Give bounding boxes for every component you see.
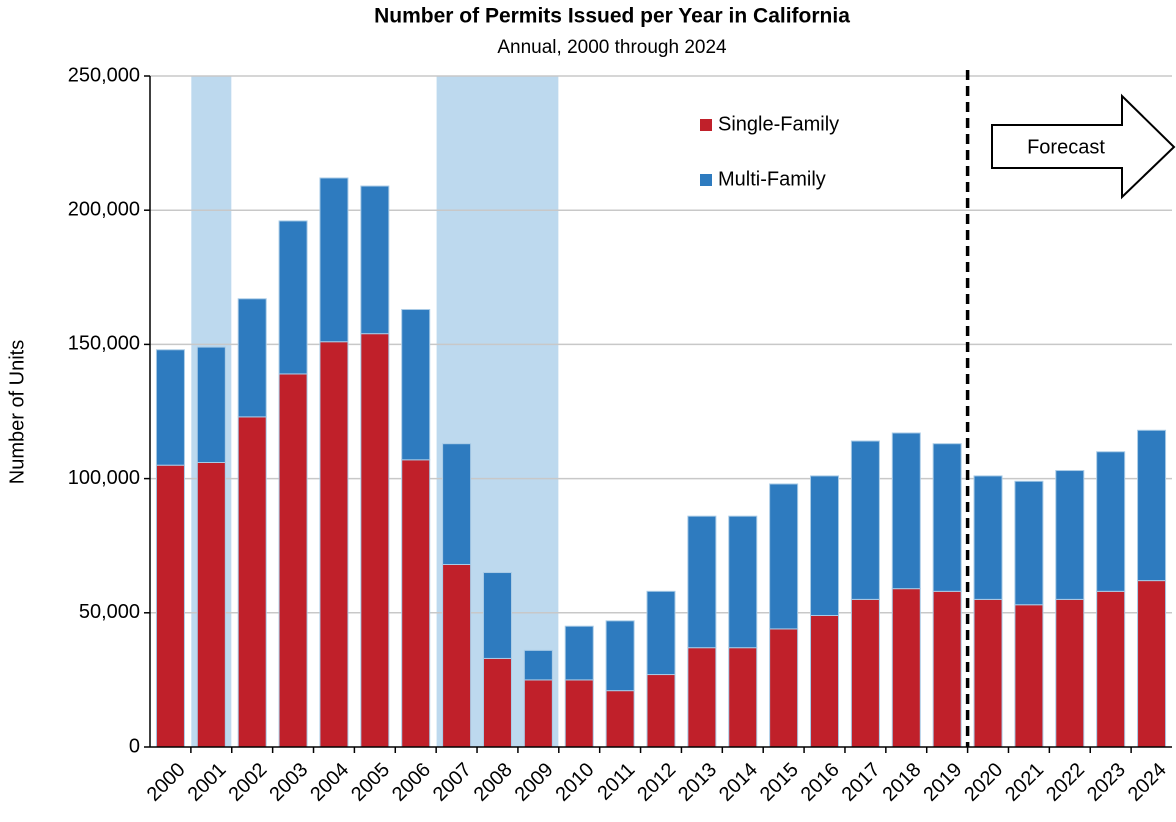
bar-segment <box>1137 429 1167 582</box>
forecast-label: Forecast <box>1027 136 1105 158</box>
bar-segment <box>687 647 717 748</box>
bar-segment <box>932 443 962 592</box>
bar-segment <box>810 614 840 748</box>
bar-segment <box>1055 598 1085 748</box>
y-tick-label: 150,000 <box>68 333 140 355</box>
x-tick-label: 2015 <box>756 759 803 806</box>
bar-segment <box>850 598 880 748</box>
bar-segment <box>973 475 1003 600</box>
bar-segment <box>237 416 267 748</box>
bar-segment <box>319 341 349 748</box>
x-tick-label: 2005 <box>347 759 394 806</box>
x-tick-label: 2001 <box>184 759 231 806</box>
bar-segment <box>810 475 840 616</box>
bar-segment <box>646 590 676 676</box>
bar-segment <box>973 598 1003 748</box>
bar-segment <box>1014 480 1044 606</box>
x-tick-label: 2012 <box>633 759 680 806</box>
bar-segment <box>687 515 717 649</box>
chart-subtitle: Annual, 2000 through 2024 <box>497 37 727 58</box>
bar-segment <box>237 298 267 418</box>
bar-segment <box>360 185 390 335</box>
bar-layer <box>155 177 1167 748</box>
bar-segment <box>155 349 185 466</box>
x-tick-label: 2002 <box>224 759 271 806</box>
bar-segment <box>728 647 758 748</box>
legend-swatch <box>700 174 712 186</box>
y-tick-label: 0 <box>129 735 140 757</box>
x-tick-label: 2014 <box>715 759 762 806</box>
chart-title: Number of Permits Issued per Year in Cal… <box>374 5 850 28</box>
bar-segment <box>605 620 635 692</box>
x-tick-label: 2004 <box>306 759 353 806</box>
x-tick-label: 2013 <box>674 759 721 806</box>
bar-segment <box>401 309 431 461</box>
bar-segment <box>1014 604 1044 748</box>
bar-segment <box>1137 580 1167 748</box>
bar-segment <box>360 333 390 748</box>
bar-segment <box>401 459 431 748</box>
bar-segment <box>155 464 185 748</box>
x-tick-label: 2023 <box>1083 759 1130 806</box>
y-tick-label: 250,000 <box>68 64 140 86</box>
bar-segment <box>196 346 226 463</box>
bar-segment <box>196 461 226 748</box>
forecast-arrow <box>991 93 1176 200</box>
x-tick-label: 2011 <box>593 759 639 805</box>
bar-segment <box>482 657 512 748</box>
bar-segment <box>769 628 799 748</box>
legend-label: Multi-Family <box>718 168 826 190</box>
bar-segment <box>523 679 553 748</box>
x-tick-label: 2010 <box>551 759 598 806</box>
bar-segment <box>605 690 635 748</box>
bar-segment <box>769 483 799 630</box>
x-tick-label: 2022 <box>1042 759 1089 806</box>
bar-segment <box>442 443 472 565</box>
y-tick-label: 50,000 <box>79 601 140 623</box>
x-tick-label: 2009 <box>511 759 558 806</box>
y-tick-label: 100,000 <box>68 467 140 489</box>
bar-segment <box>278 373 308 748</box>
x-tick-label: 2024 <box>1124 759 1171 806</box>
x-tick-label: 2006 <box>388 759 435 806</box>
x-tick-label: 2017 <box>838 759 885 806</box>
bar-segment <box>932 590 962 748</box>
bar-segment <box>482 572 512 659</box>
x-tick-label: 2000 <box>143 759 190 806</box>
legend-swatch <box>700 119 712 131</box>
x-tick-label: 2007 <box>429 759 476 806</box>
x-tick-label: 2016 <box>797 759 844 806</box>
y-axis-title: Number of Units <box>6 340 28 485</box>
legend-label: Single-Family <box>718 113 839 135</box>
x-tick-label: 2019 <box>919 759 966 806</box>
bar-segment <box>850 440 880 600</box>
y-tick-label: 200,000 <box>68 198 140 220</box>
bar-segment <box>564 679 594 748</box>
bar-segment <box>891 432 921 590</box>
bar-segment <box>1096 451 1126 592</box>
bar-segment <box>319 177 349 343</box>
bar-segment <box>1096 590 1126 748</box>
x-tick-label: 2003 <box>265 759 312 806</box>
bar-segment <box>891 588 921 748</box>
bar-segment <box>523 649 553 681</box>
bar-segment <box>646 674 676 748</box>
x-tick-label: 2008 <box>470 759 517 806</box>
x-tick-label: 2020 <box>960 759 1007 806</box>
bar-segment <box>728 515 758 649</box>
x-tick-label: 2018 <box>879 759 926 806</box>
bar-segment <box>1055 470 1085 600</box>
bar-segment <box>442 563 472 748</box>
bar-segment <box>278 220 308 375</box>
x-tick-label: 2021 <box>1001 759 1048 806</box>
bar-segment <box>564 625 594 681</box>
